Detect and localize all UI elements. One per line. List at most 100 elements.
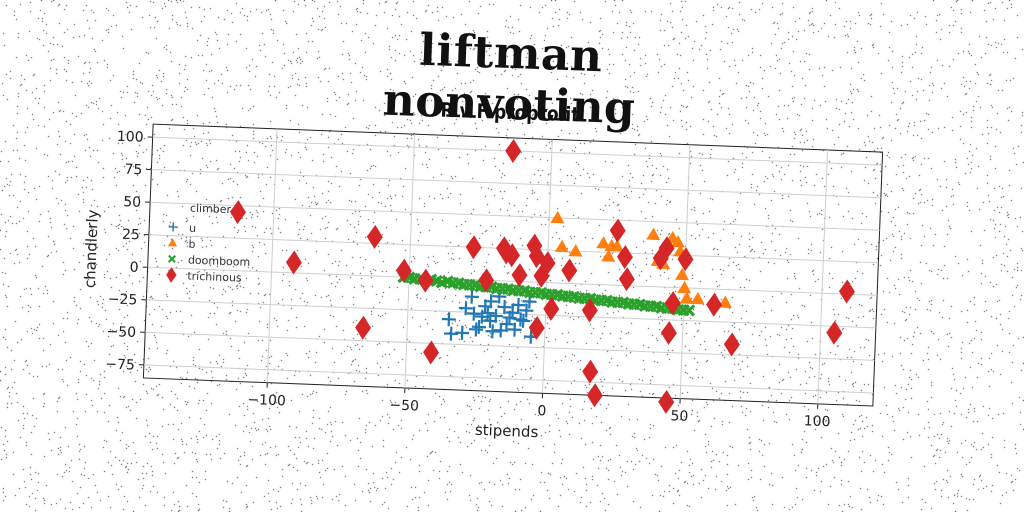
point-u <box>516 313 531 328</box>
point-doomboom <box>682 303 696 317</box>
point-b <box>677 280 692 294</box>
legend-label: trichinous <box>187 270 242 285</box>
legend-item: b <box>167 238 196 251</box>
x-gridline <box>679 144 691 399</box>
legend-marker <box>166 267 177 283</box>
point-u <box>480 305 495 320</box>
series-doomboom <box>397 270 696 317</box>
legend-label: doomboom <box>188 254 251 269</box>
point-trichinous <box>417 268 434 293</box>
point-u <box>499 317 514 332</box>
y-tick-label: −25 <box>108 291 138 308</box>
point-trichinous <box>528 315 545 340</box>
point-trichinous <box>561 258 578 283</box>
legend-marker <box>167 254 177 264</box>
point-b <box>674 267 689 281</box>
point-b <box>596 236 611 249</box>
point-trichinous <box>504 243 520 268</box>
point-u <box>455 325 470 340</box>
point-b <box>690 291 705 305</box>
point-trichinous <box>285 250 302 275</box>
point-trichinous <box>478 268 495 293</box>
axis-ticks: −100 −50 0 50 100 −75 −50 −25 0 25 50 75 100 <box>105 129 831 431</box>
point-u <box>505 305 520 320</box>
point-u <box>444 326 459 341</box>
legend-item: trichinous <box>166 267 242 285</box>
y-tick-label: 100 <box>117 129 144 146</box>
point-trichinous <box>723 332 740 357</box>
point-u <box>519 303 534 318</box>
point-b <box>670 235 685 248</box>
point-trichinous <box>423 340 440 365</box>
series-b <box>550 210 733 309</box>
point-u <box>441 312 456 327</box>
point-trichinous <box>355 315 372 340</box>
legend-marker <box>167 238 178 247</box>
y-gridline <box>145 331 875 361</box>
point-trichinous <box>465 235 482 260</box>
x-tick-label: −100 <box>247 392 286 409</box>
y-gridline <box>147 266 878 296</box>
x-tick-label: −50 <box>389 397 419 414</box>
point-trichinous <box>511 263 528 288</box>
point-trichinous <box>658 236 675 261</box>
x-tick-label: 50 <box>670 408 688 425</box>
point-u <box>488 308 503 323</box>
point-trichinous <box>826 320 843 345</box>
y-gridline <box>143 364 874 394</box>
point-u <box>471 319 486 334</box>
y-gridline <box>151 169 881 199</box>
x-gridline <box>404 134 416 388</box>
point-u <box>497 300 512 315</box>
y-gridline <box>150 201 880 231</box>
point-trichinous <box>618 267 635 292</box>
y-tick-label: −75 <box>105 356 135 373</box>
point-u <box>469 322 484 337</box>
point-trichinous <box>660 320 677 345</box>
point-trichinous <box>581 298 598 323</box>
point-u <box>511 297 526 313</box>
point-trichinous <box>658 389 675 414</box>
point-b <box>679 291 694 304</box>
point-b <box>550 210 565 224</box>
point-u <box>507 322 522 337</box>
series-u <box>441 289 538 344</box>
point-u <box>464 289 479 304</box>
point-trichinous <box>543 296 560 321</box>
legend-label: u <box>189 222 196 235</box>
y-tick-label: 50 <box>123 194 141 211</box>
x-tick-label: 0 <box>537 403 547 419</box>
point-u <box>513 312 528 327</box>
x-axis-label: stipends <box>475 421 539 441</box>
legend-title: climber <box>190 202 232 217</box>
point-b <box>609 239 624 252</box>
point-trichinous <box>838 279 855 304</box>
y-tick-label: −50 <box>106 324 136 341</box>
x-gridline <box>266 128 278 383</box>
point-trichinous <box>706 292 723 317</box>
y-axis-label: chandlerly <box>81 209 102 288</box>
point-trichinous <box>366 224 383 249</box>
point-u <box>485 324 500 339</box>
legend-label: b <box>188 238 195 251</box>
point-trichinous <box>505 138 522 163</box>
data-marks <box>229 138 855 414</box>
legend-marker <box>168 222 178 232</box>
legend-item: u <box>168 222 196 235</box>
y-tick-label: 25 <box>122 227 140 244</box>
legend-item: doomboom <box>167 254 251 269</box>
point-b <box>568 244 583 257</box>
point-trichinous <box>229 200 246 225</box>
point-trichinous <box>609 218 626 243</box>
point-trichinous <box>539 251 556 276</box>
y-gridline <box>146 299 876 329</box>
y-tick-label: 0 <box>129 260 139 276</box>
point-b <box>646 227 661 241</box>
point-u <box>466 306 481 321</box>
point-u <box>458 301 473 316</box>
plot-area <box>142 123 884 407</box>
point-trichinous <box>616 244 633 269</box>
point-trichinous <box>677 247 694 272</box>
